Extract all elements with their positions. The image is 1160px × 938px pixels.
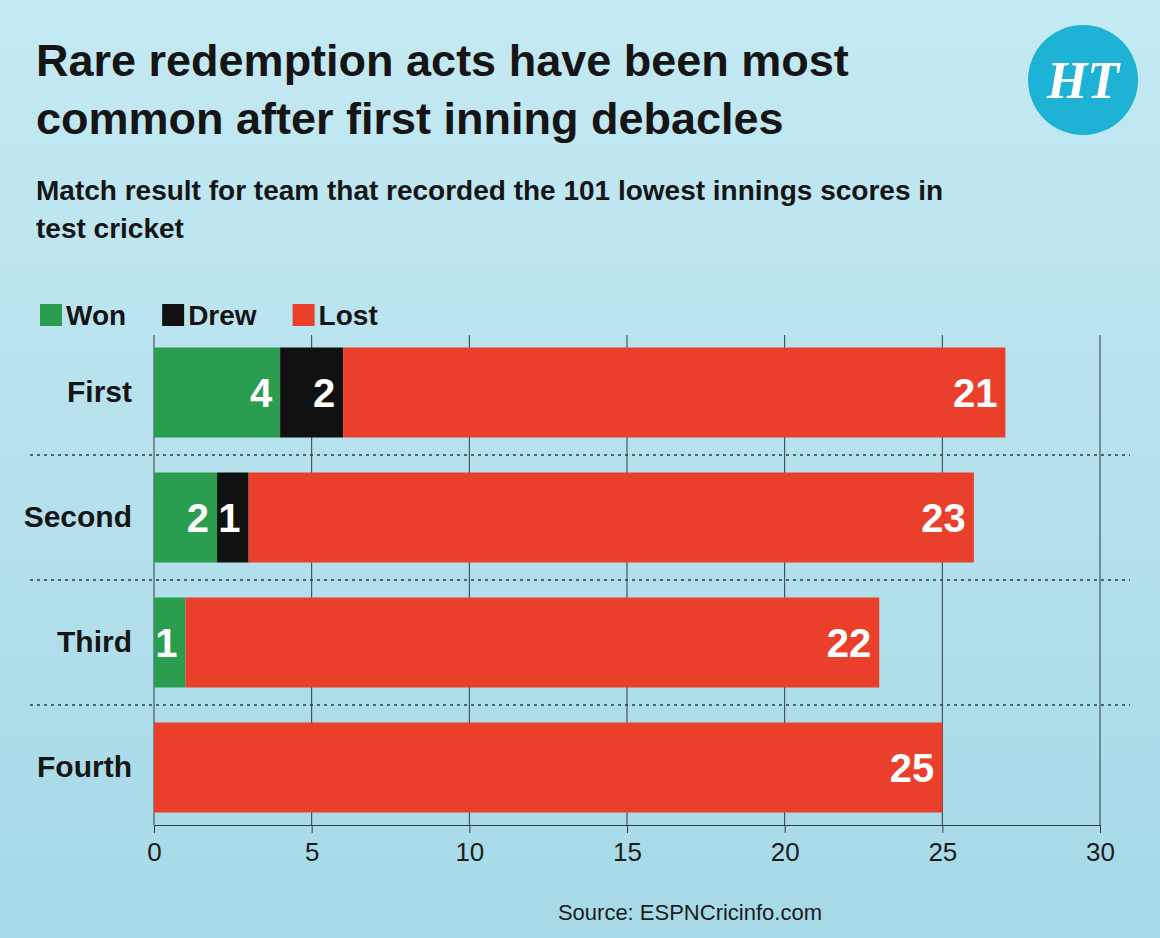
bar-segment — [154, 598, 186, 688]
category-label: Third — [57, 625, 132, 658]
y-tick: First — [67, 375, 132, 408]
legend-label: Lost — [319, 300, 378, 331]
category-label: Second — [24, 500, 132, 533]
bar-segment — [154, 348, 280, 438]
axis-line — [155, 826, 1101, 834]
subtitle: Match result for team that recorded the … — [36, 175, 943, 244]
bars — [154, 348, 1005, 813]
text-line: Rare redemption acts have been most — [36, 35, 849, 86]
tick-label: 30 — [1086, 837, 1115, 867]
x-tick: 5 — [305, 825, 319, 867]
data-label: 1 — [218, 496, 240, 540]
tick-mark — [1100, 825, 1101, 833]
data-label: 21 — [953, 371, 998, 415]
row-separator — [30, 454, 1130, 456]
logo-text: HT — [1046, 52, 1121, 109]
legend-swatch — [162, 304, 184, 326]
text-line: common after first inning debacles — [36, 93, 784, 144]
tick-label: 0 — [147, 837, 161, 867]
tick-label: 20 — [771, 837, 800, 867]
legend: Won Drew Lost — [40, 300, 378, 331]
tick-mark — [942, 825, 943, 833]
x-tick: 30 — [1086, 825, 1115, 867]
bar-segment — [343, 348, 1005, 438]
row-separators — [30, 455, 1130, 705]
tick-label: 10 — [455, 837, 484, 867]
bar-segment — [154, 473, 217, 563]
bar-segment — [280, 348, 343, 438]
background — [0, 0, 1160, 938]
data-label: 2 — [187, 496, 209, 540]
data-labels: 4221212312225 — [155, 371, 997, 790]
y-tick: Second — [24, 500, 132, 533]
row-separator — [30, 579, 1130, 581]
source: Source: ESPNCricinfo.com — [558, 900, 822, 925]
data-label: 1 — [155, 621, 177, 665]
y-tick: Fourth — [37, 750, 132, 783]
tick-mark — [785, 825, 786, 833]
tick-mark — [469, 825, 470, 833]
bar-segment — [217, 473, 249, 563]
tick-mark — [312, 825, 313, 833]
x-tick: 20 — [771, 825, 800, 867]
bar-segment — [186, 598, 880, 688]
y-axis: First Second Third Fourth — [24, 375, 132, 783]
category-label: Fourth — [37, 750, 132, 783]
tick-label: 15 — [613, 837, 642, 867]
title: Rare redemption acts have been most commo… — [36, 35, 849, 144]
tick-label: 25 — [928, 837, 957, 867]
legend-swatch — [293, 304, 315, 326]
data-label: 22 — [827, 621, 872, 665]
data-label: 4 — [250, 371, 273, 415]
x-tick: 15 — [613, 825, 642, 867]
data-label: 2 — [313, 371, 335, 415]
x-tick: 0 — [147, 825, 161, 867]
legend-label: Drew — [188, 300, 257, 331]
logo: HT — [1028, 25, 1138, 135]
text-line: Match result for team that recorded the … — [36, 175, 943, 206]
x-axis: 0 5 10 15 20 25 30 — [147, 825, 1115, 867]
x-tick: 10 — [455, 825, 484, 867]
data-label: 25 — [890, 746, 935, 790]
y-tick: Third — [57, 625, 132, 658]
x-tick: 25 — [928, 825, 957, 867]
legend-label: Won — [66, 300, 126, 331]
chart: Rare redemption acts have been most commo… — [0, 0, 1160, 938]
category-label: First — [67, 375, 132, 408]
legend-swatch — [40, 304, 62, 326]
bar-segment — [249, 473, 974, 563]
bar-segment — [154, 723, 942, 813]
logo-circle — [1028, 25, 1138, 135]
row-separator — [30, 704, 1130, 706]
text-line: test cricket — [36, 213, 184, 244]
tick-mark — [627, 825, 628, 833]
data-label: 23 — [921, 496, 966, 540]
tick-mark — [154, 825, 155, 833]
tick-label: 5 — [305, 837, 319, 867]
grid-line — [1100, 335, 1101, 825]
